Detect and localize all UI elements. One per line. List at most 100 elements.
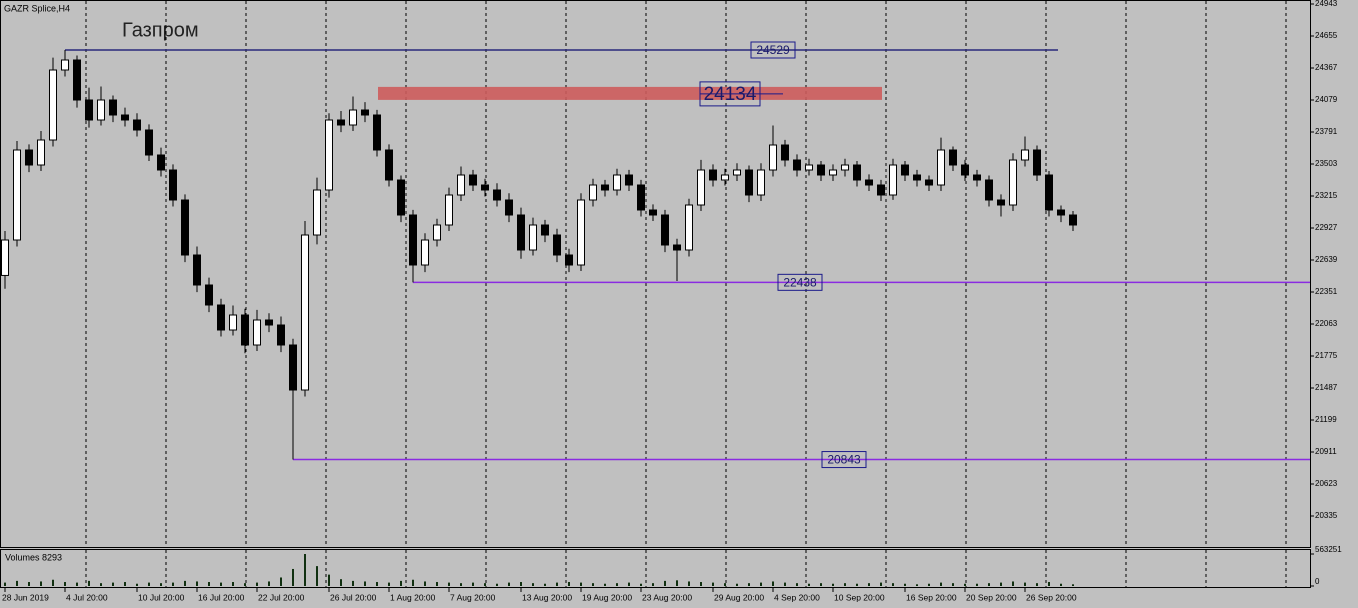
volume-bar [916, 584, 918, 586]
x-tick-label: 1 Aug 20:00 [390, 592, 436, 602]
volume-bar [1036, 583, 1038, 586]
candle-body [601, 184, 609, 191]
volume-bar [388, 582, 390, 586]
volume-bar [148, 582, 150, 586]
x-tick-label: 26 Jul 20:00 [330, 592, 377, 602]
volume-bar [820, 583, 822, 586]
candle-body [1057, 209, 1065, 216]
volume-bar [940, 582, 942, 586]
y-tick-label: 21199 [1315, 415, 1337, 424]
volume-bar [700, 582, 702, 586]
y-tick-label: 21775 [1315, 351, 1338, 360]
volume-bar [448, 582, 450, 586]
candle-body [373, 114, 381, 151]
candle-body [649, 209, 657, 216]
candle-body [61, 59, 69, 71]
candle-body [1021, 149, 1029, 161]
candle-body [253, 319, 261, 346]
volume-bar [40, 581, 42, 586]
volume-bar [256, 582, 258, 586]
candle-body [841, 164, 849, 171]
candle-body [973, 174, 981, 181]
volume-bar [928, 583, 930, 586]
candle-body [817, 164, 825, 176]
y-tick-label: 24079 [1315, 95, 1338, 104]
candle-body [349, 109, 357, 126]
candle-body [721, 174, 729, 181]
volume-bar [532, 583, 534, 586]
volume-bar [184, 580, 186, 586]
volume-bar [172, 582, 174, 586]
candle-body [913, 174, 921, 181]
y-tick-label: 21487 [1315, 383, 1338, 392]
level-label: 24529 [756, 43, 790, 57]
candle-body [397, 179, 405, 216]
candle-body [901, 164, 909, 176]
candle-body [505, 199, 513, 216]
x-tick-label: 28 Jun 2019 [2, 592, 49, 602]
candle-body [781, 144, 789, 161]
volume-bar [328, 574, 330, 586]
candle-body [805, 164, 813, 171]
volume-bar [952, 583, 954, 586]
volume-bar [652, 583, 654, 586]
volume-bar [304, 554, 306, 586]
candle-body [37, 139, 45, 166]
x-tick-label: 10 Jul 20:00 [138, 592, 185, 602]
volume-bar [220, 582, 222, 586]
x-tick-label: 22 Jul 20:00 [258, 592, 305, 602]
candle-body [949, 149, 957, 166]
candle-body [1009, 159, 1017, 206]
x-tick-label: 10 Sep 20:00 [834, 592, 885, 602]
volume-bar [160, 583, 162, 586]
candle-body [961, 164, 969, 176]
candle-body [157, 154, 165, 171]
volume-bar [292, 568, 294, 586]
volume-bar [616, 583, 618, 586]
candle-body [13, 149, 21, 241]
candle-body [325, 119, 333, 191]
volume-bar [844, 583, 846, 586]
candle-body [181, 199, 189, 256]
candle-body [1069, 214, 1077, 226]
x-tick-label: 26 Sep 20:00 [1026, 592, 1077, 602]
volume-bar [688, 581, 690, 586]
candle-body [769, 144, 777, 171]
candle-body [985, 179, 993, 201]
volume-bar [748, 583, 750, 586]
candle-body [361, 109, 369, 116]
candle-body [25, 149, 33, 166]
volume-bar [1072, 584, 1074, 586]
volume-bar [112, 582, 114, 586]
y-tick-label: 24367 [1315, 63, 1338, 72]
candle-body [877, 184, 885, 196]
volume-bar [88, 580, 90, 586]
y-tick-label: 22639 [1315, 255, 1338, 264]
zone-label: 24134 [704, 84, 757, 105]
volume-bar [1012, 581, 1014, 586]
level-label-box [777, 273, 823, 291]
level-label-box [750, 41, 796, 59]
volume-bar [664, 580, 666, 586]
volume-bar [832, 583, 834, 586]
chart-title: Газпром [122, 19, 199, 41]
candle-body [565, 254, 573, 266]
volume-bar [424, 581, 426, 586]
candle-body [613, 174, 621, 191]
candle-body [1045, 174, 1053, 211]
candle-body [433, 224, 441, 241]
volume-bar [880, 582, 882, 586]
candle-body [865, 179, 873, 186]
volume-bar [724, 583, 726, 586]
volume-bar [352, 580, 354, 586]
volume-bar [136, 583, 138, 586]
volume-bar [1024, 582, 1026, 586]
candle-body [577, 199, 585, 266]
volume-bar [628, 582, 630, 586]
candle-body [661, 214, 669, 246]
volume-bar [964, 583, 966, 586]
volume-bar [64, 582, 66, 586]
volume-bar [196, 581, 198, 586]
